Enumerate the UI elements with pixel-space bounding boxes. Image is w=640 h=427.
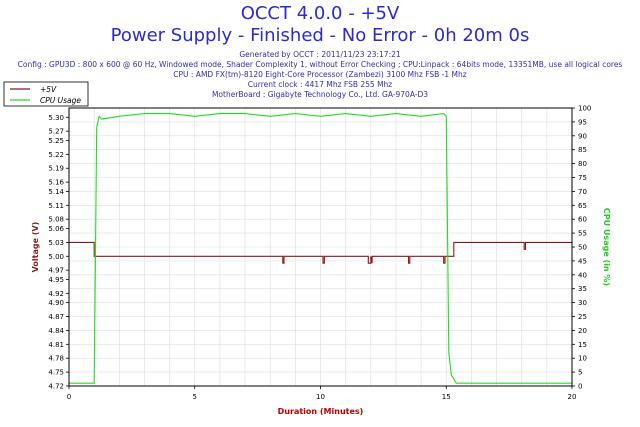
y-right-tick-label: 30 [578,299,587,307]
legend-label-voltage: +5V [40,85,57,94]
y-right-tick-label: 100 [578,105,591,113]
chart-grid [68,107,573,387]
y-right-tick-label: 0 [578,383,582,391]
y-left-tick-label: 5.16 [48,179,64,187]
y-right-tick-label: 15 [578,341,587,349]
y-right-tick-label: 35 [578,285,587,293]
series-line-cpu [69,113,572,384]
y-left-tick-label: 4.97 [48,267,64,275]
y-left-tick-label: 5.14 [48,188,64,196]
y-left-tick-label: 4.81 [48,341,64,349]
y-right-tick-label: 85 [578,146,587,154]
x-tick-label: 15 [442,393,451,401]
legend-label-cpu: CPU Usage [40,96,81,105]
y-right-tick-label: 25 [578,313,587,321]
generated-info: Generated by OCCT : 2011/11/23 23:17:21 [239,50,401,59]
y-left-tick-label: 5.25 [48,137,64,145]
legend-box [3,81,89,107]
y-right-tick-label: 45 [578,257,587,265]
legend: +5V CPU Usage [3,81,89,107]
y-right-tick-label: 5 [578,369,582,377]
y-left-tick-label: 5.11 [48,202,64,210]
chart-lines [69,113,572,384]
series-line-voltage [69,241,572,264]
y-left-tick-label: 4.90 [48,299,64,307]
y-axis-label-right: CPU Usage (in %) [602,208,611,286]
y-right-tick-label: 90 [578,132,587,140]
chart-ticks: 0 5 10 15 20 4.72 4.75 4.78 4.81 4.84 4.87 4.904.92… [48,105,591,402]
plot-frame [68,107,573,387]
y-right-tick-label: 60 [578,216,587,224]
motherboard-info: MotherBoard : Gigabyte Technology Co., L… [211,90,429,99]
y-left-tick-label: 4.72 [48,383,64,391]
y-right-tick-label: 55 [578,230,587,238]
x-tick-label: 20 [568,393,577,401]
y-left-tick-label: 4.87 [48,313,64,321]
y-right-tick-label: 95 [578,118,587,126]
y-left-tick-label: 5.06 [48,225,64,233]
y-right-tick-label: 70 [578,188,587,196]
chart-subtitle: Power Supply - Finished - No Error - 0h … [110,25,530,46]
y-right-tick-label: 40 [578,271,587,279]
y-left-tick-label: 5.27 [48,128,64,136]
config-info: Config : GPU3D : 800 x 600 @ 60 Hz, Wind… [17,60,623,69]
y-left-tick-label: 4.75 [48,369,64,377]
chart-title: OCCT 4.0.0 - +5V [240,3,400,24]
x-tick-label: 10 [316,393,325,401]
y-left-tick-label: 4.78 [48,355,64,363]
y-right-tick-label: 65 [578,202,587,210]
clock-info: Current clock : 4417 Mhz FSB 255 Mhz [247,80,393,89]
y-right-tick-label: 10 [578,355,587,363]
y-left-tick-label: 5.19 [48,165,64,173]
y-right-tick-label: 75 [578,174,587,182]
y-left-tick-label: 5.30 [48,114,64,122]
y-left-tick-label: 5.08 [48,216,64,224]
y-left-tick-label: 5.22 [48,151,64,159]
y-left-tick-label: 5.00 [48,253,64,261]
y-axis-label-left: Voltage (V) [31,222,40,273]
y-left-tick-label: 4.95 [48,276,64,284]
y-left-tick-label: 5.03 [48,239,64,247]
x-axis-label: Duration (Minutes) [278,407,364,416]
y-right-tick-label: 50 [578,244,587,252]
y-right-tick-label: 80 [578,160,587,168]
y-right-tick-label: 20 [578,327,587,335]
x-tick-label: 5 [193,393,197,401]
cpu-info: CPU : AMD FX(tm)-8120 Eight-Core Process… [173,70,467,79]
y-left-tick-label: 4.84 [48,327,64,335]
y-left-tick-label: 4.92 [48,290,64,298]
x-tick-label: 0 [67,393,71,401]
